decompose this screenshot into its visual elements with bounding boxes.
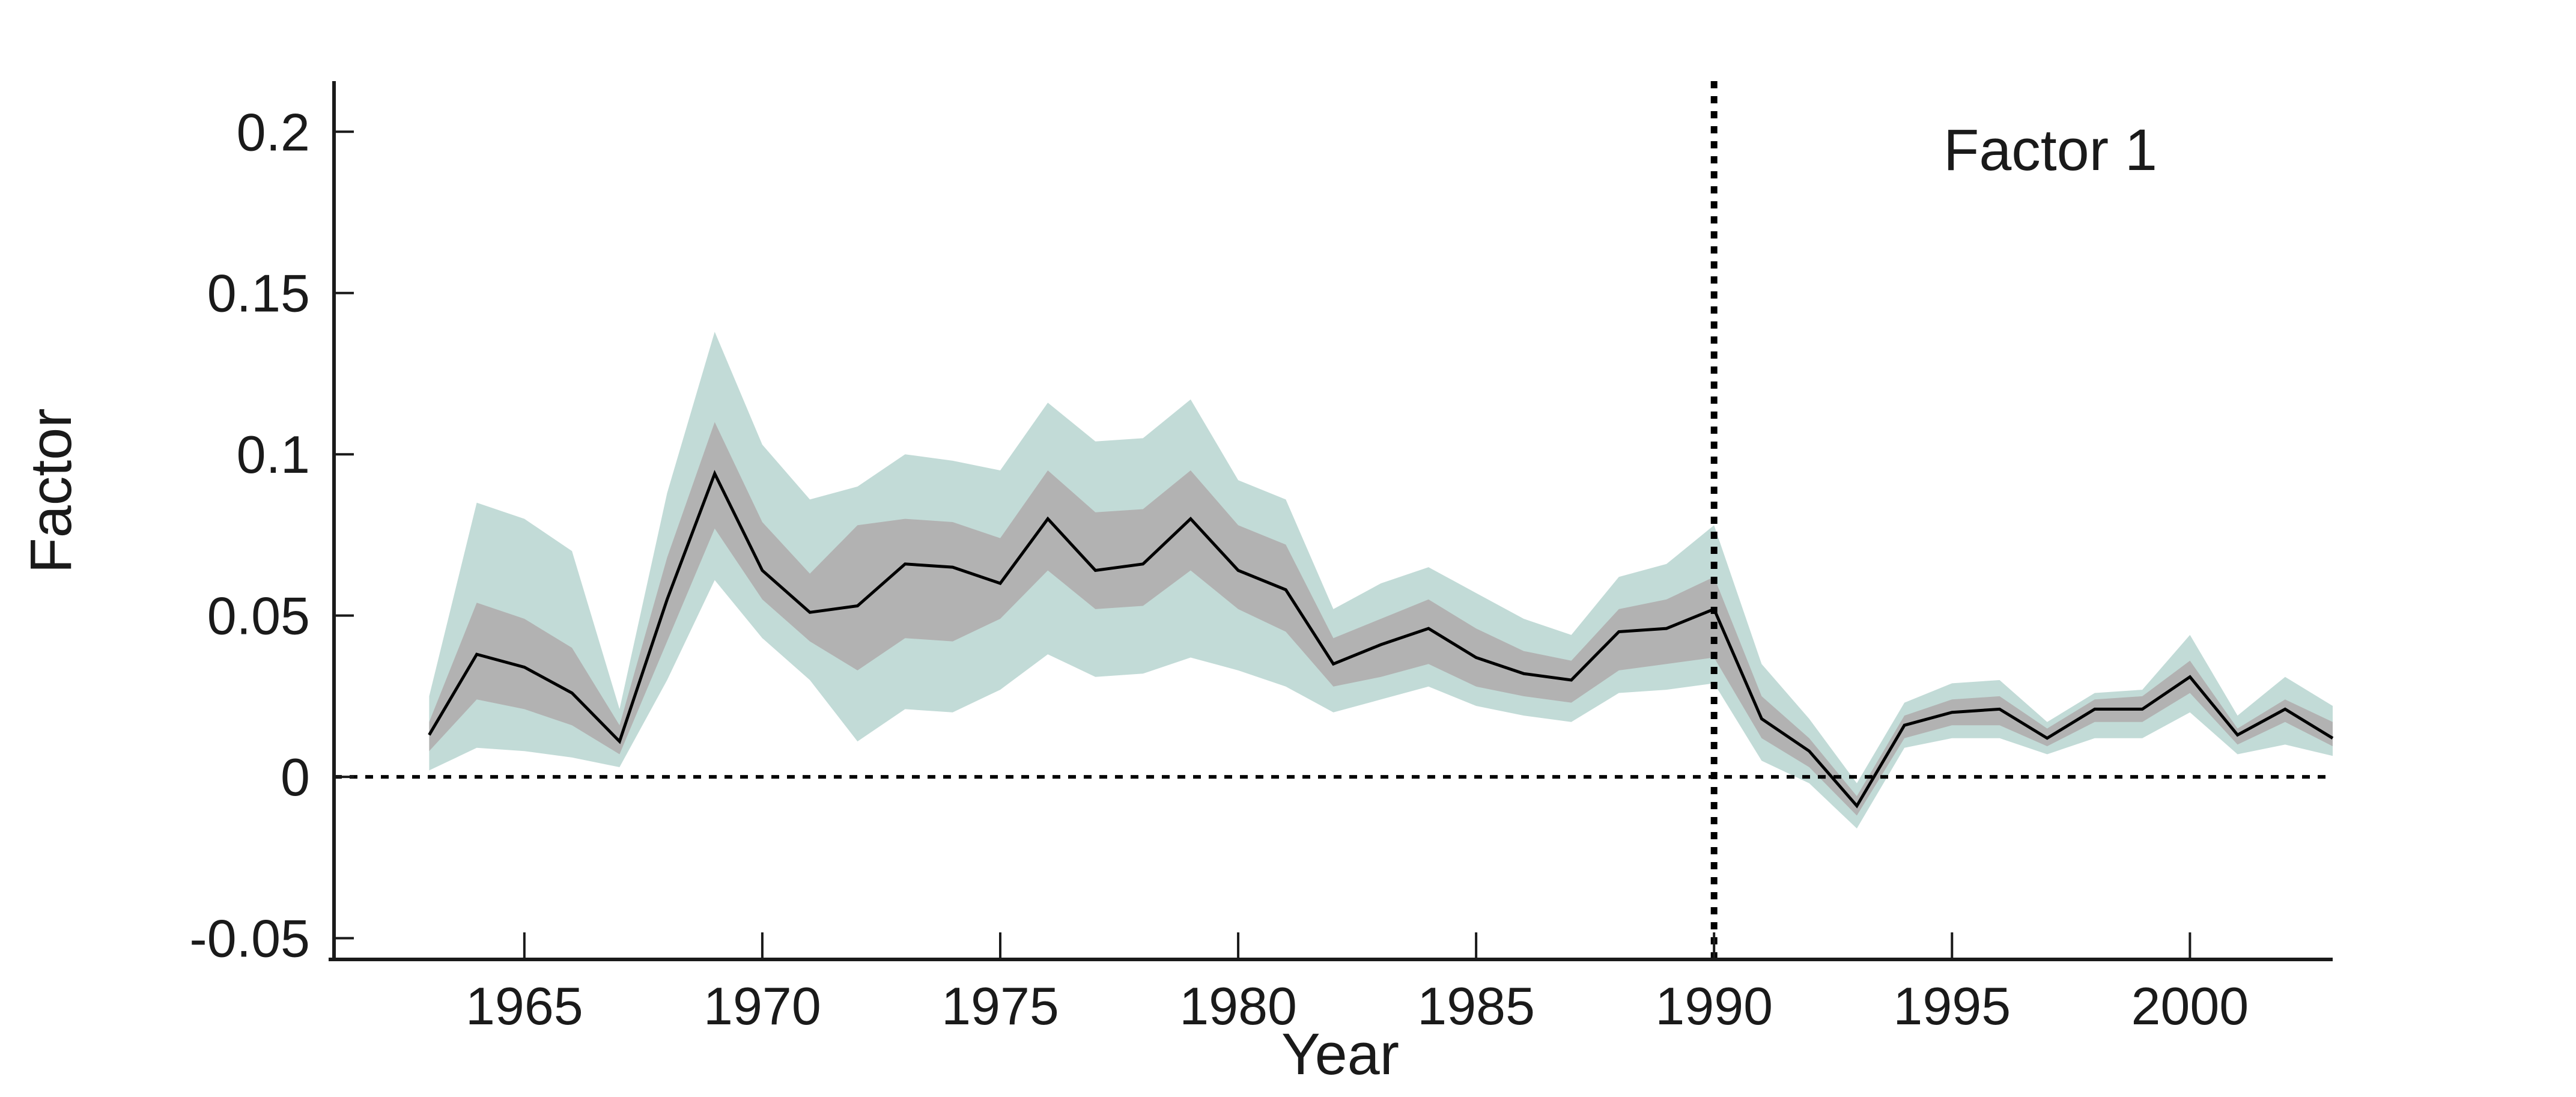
y-tick-label: 0.05	[207, 586, 310, 646]
outer-confidence-band	[429, 332, 2333, 828]
y-tick-label: -0.05	[189, 909, 310, 968]
x-tick-label: 1995	[1893, 976, 2011, 1036]
x-tick-label: 1965	[466, 976, 583, 1036]
x-tick-label: 1980	[1179, 976, 1297, 1036]
y-tick-label: 0.2	[237, 102, 310, 162]
mean-line	[428, 470, 2334, 809]
annotation-factor-1: Factor 1	[1943, 117, 2157, 183]
y-axis-label: Factor	[18, 409, 84, 574]
data-line-group	[428, 470, 2334, 809]
x-tick-label: 1970	[703, 976, 821, 1036]
y-tick-label: 0.15	[207, 264, 310, 323]
y-tick-label: 0.1	[237, 425, 310, 484]
x-axis-label: Year	[1281, 1021, 1399, 1087]
y-tick-label: 0	[281, 747, 310, 807]
x-tick-label: 2000	[2131, 976, 2249, 1036]
axes	[329, 81, 2333, 961]
reference-lines	[334, 81, 2333, 959]
x-tick-label: 1975	[941, 976, 1059, 1036]
tick-labels: -0.05 0 0.05 0.1 0.15 0.2 1965 1970 1975 1980 1985…	[189, 102, 2249, 1036]
x-tick-label: 1985	[1417, 976, 1535, 1036]
x-tick-label: 1990	[1655, 976, 1773, 1036]
inner-confidence-band	[429, 422, 2333, 816]
confidence-bands	[429, 332, 2333, 828]
